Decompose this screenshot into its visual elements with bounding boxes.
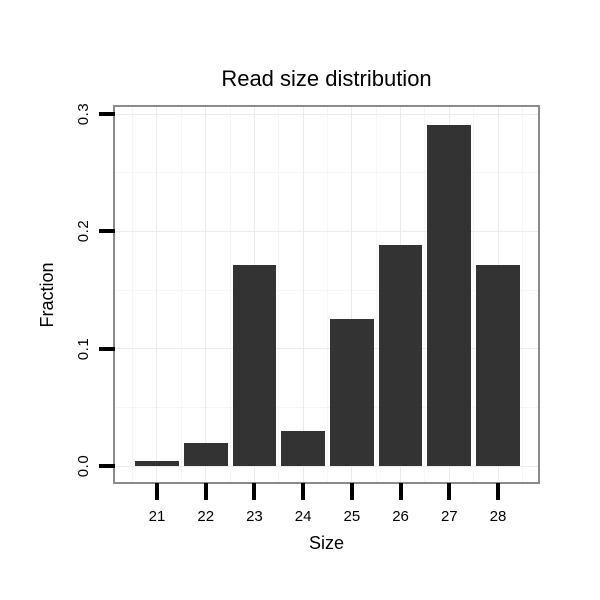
- grid-major-h: [115, 113, 538, 115]
- x-tick-label: 25: [343, 508, 361, 525]
- grid-minor-v: [424, 107, 426, 482]
- x-tick-label: 23: [246, 508, 263, 525]
- chart-title: Read size distribution: [221, 66, 432, 91]
- x-tick: [496, 483, 500, 500]
- y-tick: [99, 112, 115, 117]
- x-tick: [203, 483, 208, 500]
- grid-minor-v: [521, 107, 523, 482]
- grid-minor-v: [229, 107, 231, 482]
- y-tick-label: 0.0: [75, 454, 92, 478]
- grid-major-v: [156, 107, 158, 482]
- bar: [281, 430, 326, 467]
- grid-minor-v: [278, 107, 280, 482]
- grid-major-h: [115, 465, 538, 467]
- y-tick: [99, 464, 115, 469]
- x-tick: [349, 483, 354, 500]
- grid-major-v: [302, 107, 304, 482]
- y-axis-title: Fraction: [37, 262, 57, 328]
- bar: [378, 245, 423, 467]
- grid-major-v: [205, 107, 207, 482]
- bar: [135, 461, 179, 467]
- bar: [183, 442, 228, 467]
- x-tick-label: 27: [440, 508, 458, 525]
- y-tick-label: 0.3: [75, 102, 92, 126]
- y-tick: [99, 346, 115, 351]
- x-tick-label: 24: [294, 508, 312, 525]
- y-tick: [99, 229, 115, 234]
- x-tick: [398, 483, 403, 500]
- grid-minor-h: [115, 406, 538, 408]
- grid-minor-v: [326, 107, 328, 482]
- grid-major-h: [115, 348, 538, 350]
- grid-minor-h: [115, 289, 538, 291]
- grid-major-v: [351, 107, 353, 482]
- bar: [329, 319, 374, 467]
- x-tick-label: 26: [392, 508, 409, 525]
- x-tick: [252, 483, 257, 500]
- x-tick: [301, 483, 306, 500]
- grid-minor-v: [375, 107, 377, 482]
- grid-minor-v: [473, 107, 475, 482]
- x-tick: [154, 483, 159, 500]
- grid-minor-h: [115, 172, 538, 174]
- grid-major-h: [115, 230, 538, 232]
- x-tick-label: 22: [197, 508, 215, 525]
- x-axis-title: Size: [308, 533, 344, 553]
- y-tick-label: 0.1: [75, 337, 92, 360]
- grid-minor-v: [132, 107, 134, 482]
- bar: [476, 265, 520, 467]
- y-tick-label: 0.2: [75, 220, 92, 243]
- grid-minor-v: [180, 107, 182, 482]
- bar: [427, 124, 472, 467]
- x-tick: [447, 483, 452, 500]
- x-tick-label: 28: [489, 508, 507, 525]
- x-tick-label: 21: [148, 508, 166, 525]
- bar: [232, 265, 277, 467]
- plot-panel: [115, 107, 538, 482]
